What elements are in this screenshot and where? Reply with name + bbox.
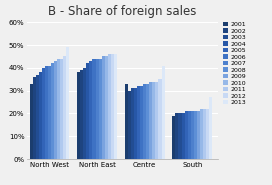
- Bar: [143, 84, 146, 159]
- Bar: [39, 72, 42, 159]
- Bar: [83, 68, 86, 159]
- Bar: [178, 113, 181, 159]
- Bar: [188, 111, 191, 159]
- Bar: [203, 109, 206, 159]
- Bar: [60, 59, 63, 159]
- Bar: [149, 82, 152, 159]
- Bar: [162, 65, 165, 159]
- Bar: [36, 75, 39, 159]
- Bar: [125, 84, 128, 159]
- Bar: [191, 111, 194, 159]
- Legend: 2001, 2002, 2003, 2004, 2005, 2006, 2007, 2008, 2009, 2010, 2011, 2012, 2013: 2001, 2002, 2003, 2004, 2005, 2006, 2007…: [222, 21, 247, 106]
- Bar: [197, 111, 200, 159]
- Bar: [42, 68, 45, 159]
- Bar: [114, 54, 117, 159]
- Bar: [185, 111, 188, 159]
- Bar: [63, 56, 66, 159]
- Bar: [159, 79, 162, 159]
- Bar: [134, 88, 137, 159]
- Bar: [80, 70, 83, 159]
- Bar: [99, 59, 102, 159]
- Bar: [131, 88, 134, 159]
- Bar: [89, 61, 92, 159]
- Bar: [175, 113, 178, 159]
- Bar: [54, 61, 57, 159]
- Bar: [86, 63, 89, 159]
- Bar: [105, 56, 108, 159]
- Bar: [172, 116, 175, 159]
- Bar: [181, 113, 185, 159]
- Bar: [66, 47, 69, 159]
- Bar: [57, 59, 60, 159]
- Bar: [29, 84, 33, 159]
- Bar: [33, 77, 36, 159]
- Bar: [146, 84, 149, 159]
- Bar: [51, 63, 54, 159]
- Bar: [137, 86, 140, 159]
- Bar: [155, 82, 159, 159]
- Bar: [140, 86, 143, 159]
- Bar: [102, 56, 105, 159]
- Bar: [48, 65, 51, 159]
- Bar: [92, 59, 95, 159]
- Title: B - Share of foreign sales: B - Share of foreign sales: [48, 5, 197, 18]
- Bar: [95, 59, 99, 159]
- Bar: [45, 65, 48, 159]
- Bar: [111, 54, 114, 159]
- Bar: [152, 82, 155, 159]
- Bar: [108, 54, 111, 159]
- Bar: [206, 109, 209, 159]
- Bar: [128, 91, 131, 159]
- Bar: [200, 109, 203, 159]
- Bar: [209, 97, 212, 159]
- Bar: [194, 111, 197, 159]
- Bar: [77, 72, 80, 159]
